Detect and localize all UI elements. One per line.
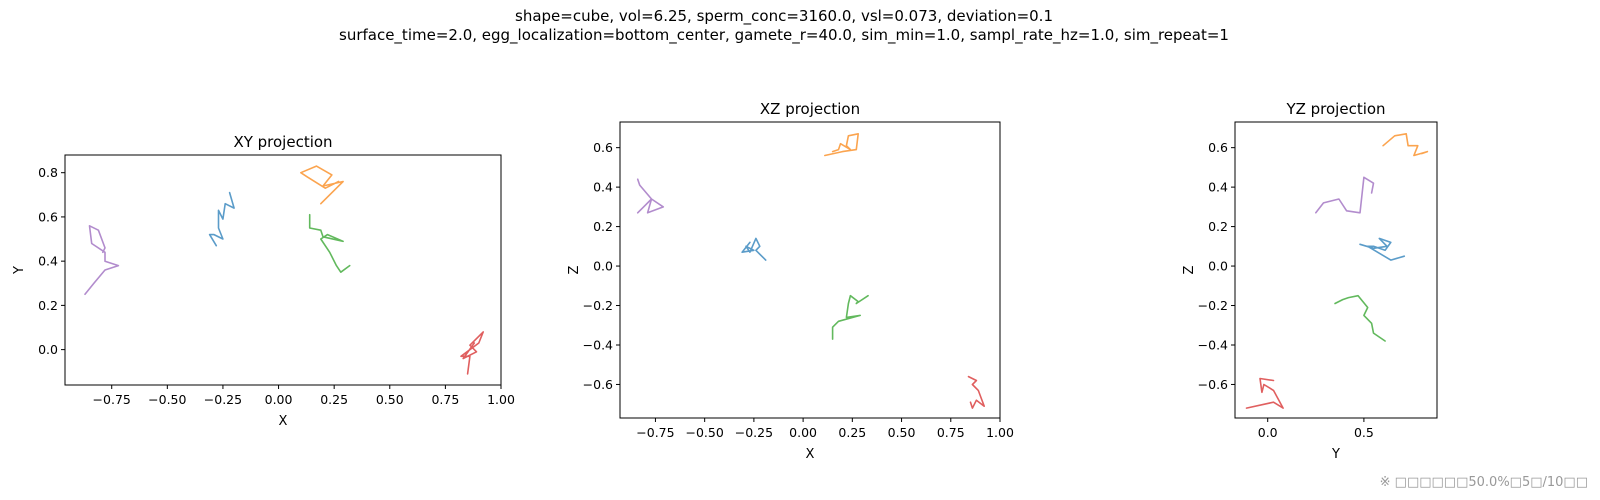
y-tick-label: 0.6 — [38, 209, 58, 224]
y-tick-label: 0.4 — [1208, 180, 1228, 195]
y-axis-label-xy: Y — [12, 266, 27, 275]
trace-xz-green — [831, 294, 869, 340]
panel-xy-projection: −0.75 −0.50 −0.25 0.00 0.25 0.50 0.75 1.00 0.0 0.… — [12, 133, 515, 429]
panel-xz-projection: −0.75 −0.50 −0.25 0.00 0.25 0.50 0.75 1.00 −0.6 −… — [567, 100, 1014, 462]
axes-frame-yz — [1234, 121, 1438, 419]
trace-yz-red — [1245, 377, 1284, 409]
trace-yz-orange — [1382, 133, 1429, 157]
trace-yz-purple — [1315, 176, 1375, 214]
y-tick-label: 0.2 — [593, 219, 613, 234]
trace-yz-green — [1334, 294, 1386, 342]
x-tick-label: 0.75 — [937, 425, 965, 440]
y-tick-label: −0.6 — [1198, 377, 1228, 392]
trace-xz-purple — [636, 178, 665, 214]
x-axis-label-xz: X — [806, 447, 815, 462]
trace-xz-orange — [824, 133, 859, 157]
x-tick-label: −0.25 — [204, 392, 242, 407]
y-tick-label: 0.2 — [38, 298, 58, 313]
axes-frame-xy — [64, 154, 502, 386]
x-tick-label: 0.25 — [838, 425, 866, 440]
projection-panels: −0.75 −0.50 −0.25 0.00 0.25 0.50 0.75 1.000.00.… — [12, 100, 1438, 462]
x-tick-label: 0.75 — [431, 392, 459, 407]
panel-title-xy: XY projection — [233, 133, 332, 151]
x-tick-label: 0.50 — [376, 392, 404, 407]
x-tick-label: −0.75 — [93, 392, 131, 407]
x-tick-label: 0.5 — [1354, 425, 1374, 440]
y-tick-label: −0.6 — [583, 377, 613, 392]
y-tick-label: −0.4 — [583, 337, 613, 352]
trace-xy-green — [308, 213, 351, 273]
trace-xz-blue — [741, 237, 767, 261]
trace-xy-blue — [208, 191, 235, 247]
x-tick-label: 1.00 — [487, 392, 515, 407]
y-tick-label: −0.2 — [1198, 298, 1228, 313]
y-tick-label: 0.2 — [1208, 219, 1228, 234]
x-tick-label: 1.00 — [986, 425, 1014, 440]
trace-xy-orange — [300, 165, 344, 205]
figure-suptitle-line-2: surface_time=2.0, egg_localization=botto… — [339, 26, 1229, 45]
x-tick-label: −0.75 — [636, 425, 674, 440]
y-tick-label: 0.4 — [38, 254, 58, 269]
trace-xy-red — [460, 331, 484, 375]
y-tick-label: −0.4 — [1198, 337, 1228, 352]
y-tick-label: 0.0 — [38, 342, 58, 357]
y-axis-label-yz: Z — [1182, 265, 1197, 274]
y-tick-label: 0.8 — [38, 165, 58, 180]
footnote: ※ □□□□□□50.0%□5□/10□□ — [1379, 475, 1588, 490]
x-axis-label-yz: Y — [1331, 447, 1340, 462]
x-tick-label: 0.50 — [888, 425, 916, 440]
axes-frame-xz — [619, 121, 1001, 419]
y-axis-label-xz: Z — [567, 265, 582, 274]
trace-xz-red — [967, 375, 985, 409]
y-tick-label: 0.0 — [593, 259, 613, 274]
panel-yz-projection: 0.0 0.5 −0.6 −0.4 −0.2 0.0 0.2 0.4 0.6 YZ project… — [1182, 100, 1438, 462]
x-axis-label-xy: X — [279, 414, 288, 429]
y-tick-label: −0.2 — [583, 298, 613, 313]
panel-title-xz: XZ projection — [760, 100, 860, 118]
y-tick-label: 0.0 — [1208, 259, 1228, 274]
y-tick-label: 0.4 — [593, 180, 613, 195]
x-tick-label: 0.00 — [265, 392, 293, 407]
y-tick-label: 0.6 — [1208, 140, 1228, 155]
x-tick-label: −0.50 — [686, 425, 724, 440]
x-tick-label: 0.25 — [320, 392, 348, 407]
y-tick-label: 0.6 — [593, 140, 613, 155]
x-tick-label: 0.0 — [1258, 425, 1278, 440]
x-tick-label: −0.50 — [148, 392, 186, 407]
trace-yz-blue — [1359, 237, 1406, 261]
x-tick-label: −0.25 — [735, 425, 773, 440]
figure-suptitle-line-1: shape=cube, vol=6.25, sperm_conc=3160.0,… — [515, 7, 1053, 26]
panel-title-yz: YZ projection — [1285, 100, 1385, 118]
trace-xy-purple — [84, 225, 120, 296]
x-tick-label: 0.00 — [789, 425, 817, 440]
